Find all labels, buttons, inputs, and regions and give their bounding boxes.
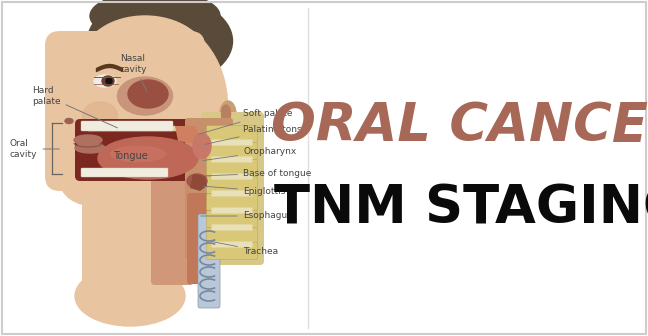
FancyBboxPatch shape [207,227,257,245]
FancyBboxPatch shape [201,112,264,265]
Ellipse shape [75,266,185,326]
Text: Epiglottis: Epiglottis [203,186,285,196]
FancyBboxPatch shape [207,142,257,160]
Ellipse shape [60,156,130,206]
Ellipse shape [74,135,102,145]
Text: Esophagus: Esophagus [201,211,292,220]
Ellipse shape [98,137,198,179]
Ellipse shape [222,105,231,123]
FancyBboxPatch shape [207,243,257,259]
FancyBboxPatch shape [207,194,257,210]
FancyBboxPatch shape [207,160,257,176]
FancyBboxPatch shape [81,121,173,131]
Ellipse shape [187,174,207,188]
FancyBboxPatch shape [211,157,253,163]
Ellipse shape [128,80,168,108]
FancyBboxPatch shape [211,139,253,145]
Text: Trachea: Trachea [212,242,278,255]
Ellipse shape [106,78,112,84]
FancyBboxPatch shape [207,176,257,194]
Ellipse shape [58,103,86,138]
FancyBboxPatch shape [211,208,253,213]
FancyBboxPatch shape [211,242,253,248]
Text: Nasal
cavity: Nasal cavity [120,54,148,91]
FancyBboxPatch shape [81,168,168,177]
Ellipse shape [220,101,236,127]
Polygon shape [88,126,178,131]
Polygon shape [175,126,200,144]
Text: Palatine tonsil: Palatine tonsil [205,125,307,144]
Ellipse shape [87,0,233,86]
Ellipse shape [82,18,227,194]
Ellipse shape [111,146,165,162]
FancyBboxPatch shape [207,126,257,142]
Ellipse shape [75,143,105,153]
Ellipse shape [102,76,114,86]
FancyBboxPatch shape [211,191,253,197]
FancyBboxPatch shape [75,119,215,181]
Ellipse shape [82,102,117,130]
Text: Hard
palate: Hard palate [32,86,117,128]
FancyBboxPatch shape [45,31,205,191]
Ellipse shape [90,0,220,41]
FancyBboxPatch shape [198,214,220,308]
Text: Tongue: Tongue [113,151,147,161]
FancyBboxPatch shape [60,101,100,141]
Ellipse shape [85,16,205,96]
Text: TNM STAGING: TNM STAGING [274,182,648,234]
Ellipse shape [117,77,172,115]
FancyBboxPatch shape [151,172,194,285]
FancyBboxPatch shape [185,118,233,259]
Polygon shape [190,174,207,191]
FancyBboxPatch shape [82,178,173,294]
FancyBboxPatch shape [211,173,253,179]
Text: Base of tongue: Base of tongue [203,168,312,177]
Ellipse shape [94,75,116,87]
Ellipse shape [193,133,211,159]
Text: Oropharynx: Oropharynx [203,146,296,161]
Text: ORAL CANCER: ORAL CANCER [272,100,648,152]
Ellipse shape [78,24,172,109]
FancyBboxPatch shape [187,193,209,284]
Text: Oral
cavity: Oral cavity [10,139,59,159]
Text: Soft palate: Soft palate [199,110,292,134]
FancyBboxPatch shape [207,210,257,227]
FancyBboxPatch shape [211,224,253,230]
Ellipse shape [65,119,73,124]
